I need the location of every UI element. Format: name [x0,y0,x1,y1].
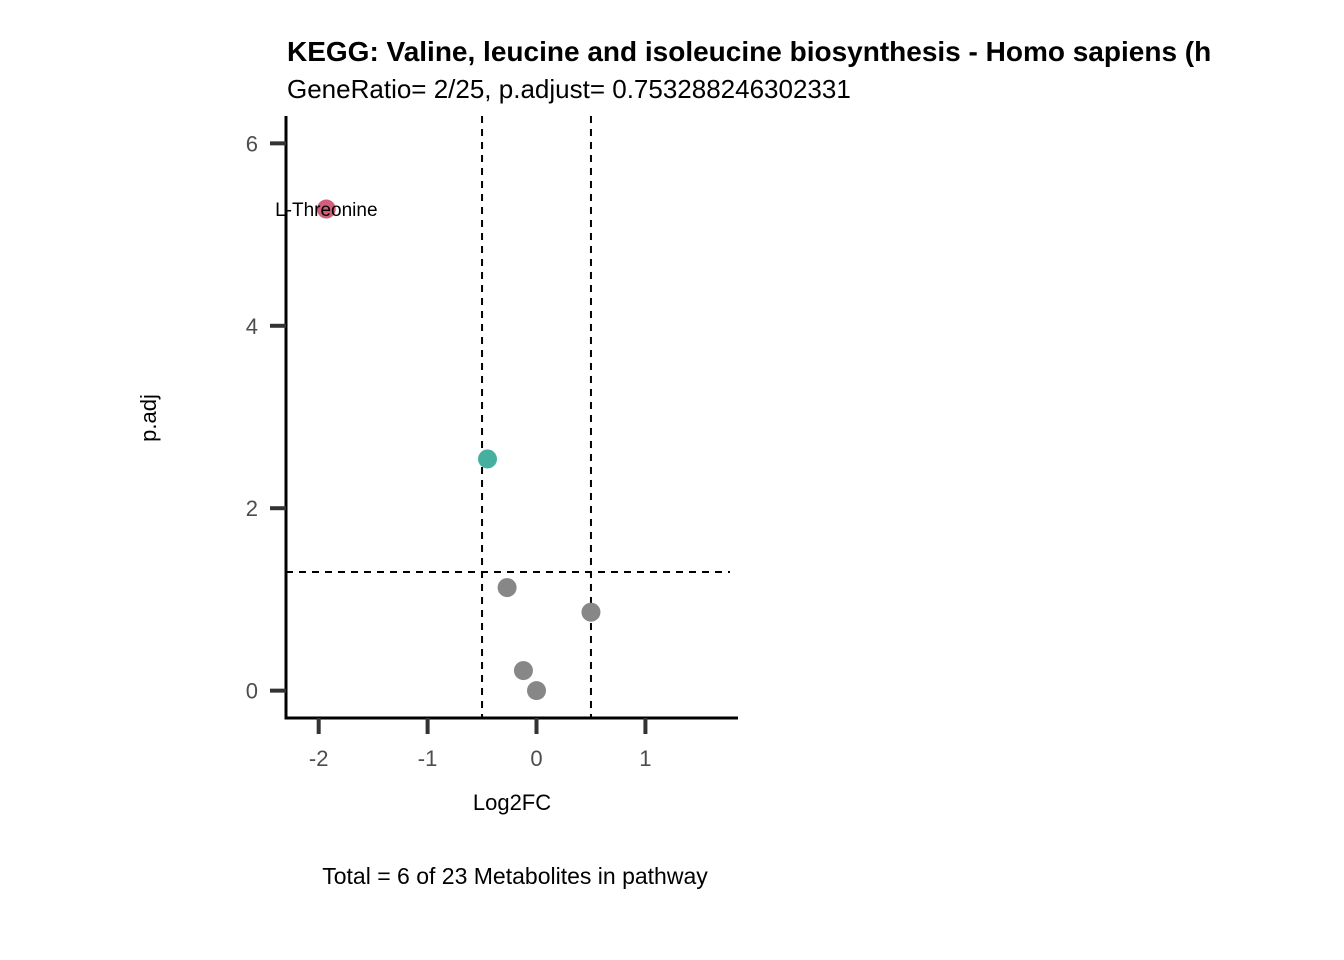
chart-title: KEGG: Valine, leucine and isoleucine bio… [287,36,1211,67]
x-tick-label-3: 1 [639,746,651,771]
plot-area: 0 2 4 6 -2 -1 0 1 L-Threonine [246,116,738,771]
data-point-1 [477,449,497,469]
x-tick-label-2: 0 [530,746,542,771]
y-tick-label-3: 6 [246,131,258,156]
chart-caption: Total = 6 of 23 Metabolites in pathway [322,863,708,889]
y-axis-title: p.adj [136,394,161,442]
data-point-3 [581,602,601,622]
data-point-2 [497,578,517,598]
y-tick-label-1: 2 [246,496,258,521]
x-tick-label-1: -1 [418,746,438,771]
data-point-4 [513,661,533,681]
point-label-0: L-Threonine [275,200,377,221]
y-tick-label-0: 0 [246,679,258,704]
y-tick-label-2: 4 [246,314,258,339]
chart-subtitle: GeneRatio= 2/25, p.adjust= 0.75328824630… [287,74,851,104]
data-point-5 [527,681,547,701]
data-point-0 [316,199,336,219]
x-tick-label-0: -2 [309,746,329,771]
x-axis-title: Log2FC [473,790,551,815]
